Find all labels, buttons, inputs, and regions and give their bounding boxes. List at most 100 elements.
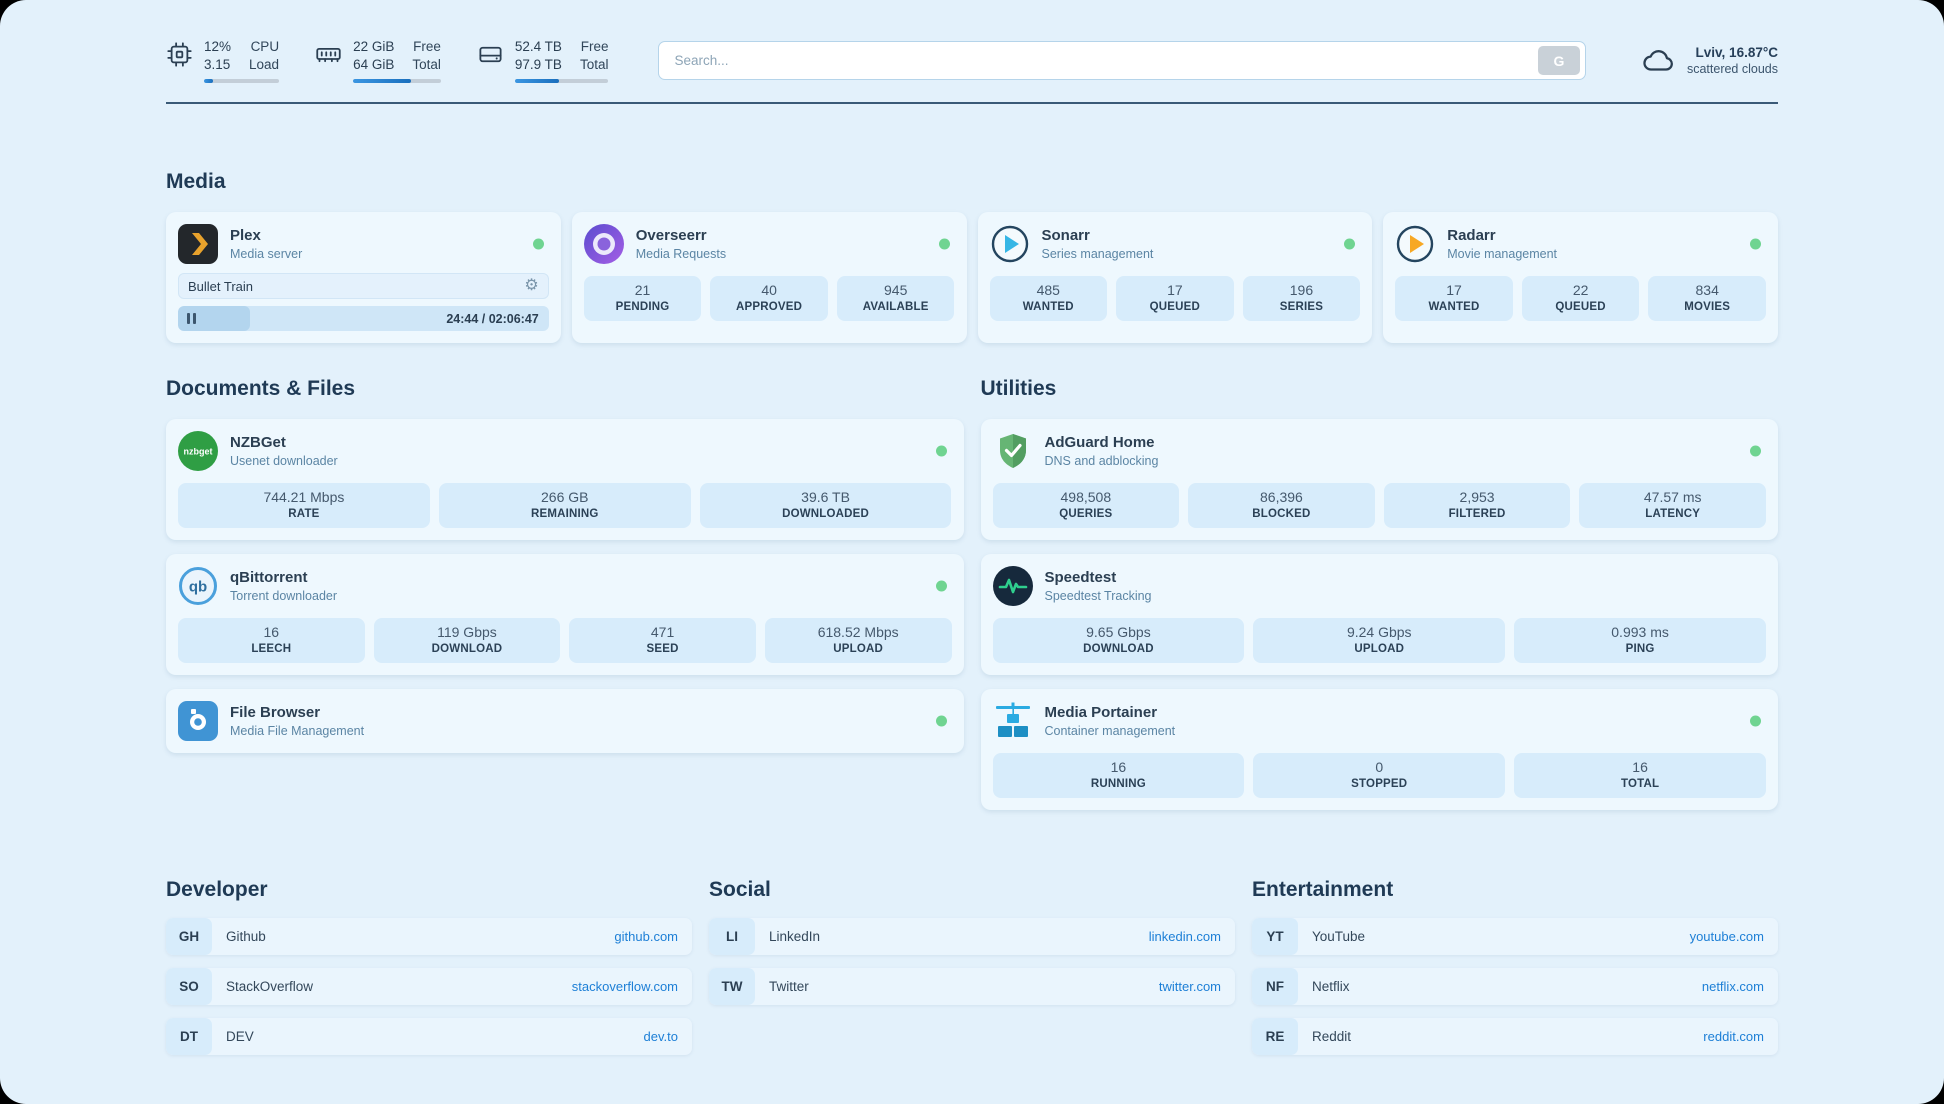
now-playing-title: Bullet Train xyxy=(188,278,254,294)
ram-values: 22 GiB 64 GiB xyxy=(353,38,394,73)
app-subtitle: Movie management xyxy=(1447,247,1558,262)
section-middle: Documents & Files nzbget NZBGet Usenet d… xyxy=(166,377,1778,811)
app-subtitle: Usenet downloader xyxy=(230,454,338,469)
cpu-values: 12% 3.15 xyxy=(204,38,231,73)
disk-values: 52.4 TB 97.9 TB xyxy=(515,38,562,73)
bookmark-url[interactable]: twitter.com xyxy=(1158,979,1221,995)
bookmark-name: YouTube xyxy=(1312,929,1366,945)
weather-location: Lviv, 16.87°C xyxy=(1695,45,1778,61)
bookmark-dev[interactable]: DT DEV dev.to xyxy=(166,1018,692,1056)
svg-text:qb: qb xyxy=(189,579,207,596)
section-bookmarks: Developer GH Github github.com SO StackO… xyxy=(166,878,1778,1056)
bookmark-github[interactable]: GH Github github.com xyxy=(166,918,692,956)
bookmark-url[interactable]: dev.to xyxy=(643,1029,678,1045)
playback-progress-bar[interactable]: 24:44 / 02:06:47 xyxy=(178,306,549,332)
bookmark-url[interactable]: netflix.com xyxy=(1701,979,1764,995)
stat-running: 16 RUNNING xyxy=(992,753,1245,799)
stat-movies: 834 MOVIES xyxy=(1648,276,1766,322)
app-subtitle: Series management xyxy=(1041,247,1154,262)
stat-remaining: 266 GB REMAINING xyxy=(438,483,691,529)
bookmark-group-developer: Developer GH Github github.com SO StackO… xyxy=(166,878,692,1056)
system-widgets: 12% 3.15 CPU Load xyxy=(166,38,609,84)
bookmark-twitter[interactable]: TW Twitter twitter.com xyxy=(709,968,1235,1006)
card-adguard[interactable]: AdGuard Home DNS and adblocking 498,508 … xyxy=(980,419,1778,541)
disk-total: 97.9 TB xyxy=(514,56,562,72)
ram-icon xyxy=(315,41,342,68)
adguard-icon xyxy=(993,431,1033,471)
status-dot xyxy=(1750,715,1761,727)
card-portainer[interactable]: Media Portainer Container management 16 … xyxy=(980,689,1778,811)
stat-queries: 498,508 QUERIES xyxy=(992,483,1180,529)
search-input[interactable] xyxy=(674,53,1538,69)
total-label: Total xyxy=(579,56,609,72)
cpu-load-avg: 3.15 xyxy=(204,56,231,72)
disk-free: 52.4 TB xyxy=(514,39,562,54)
app-subtitle: DNS and adblocking xyxy=(1044,454,1159,469)
youtube-icon: YT xyxy=(1252,918,1298,956)
cpu-label: CPU xyxy=(250,39,280,54)
bookmark-url[interactable]: stackoverflow.com xyxy=(571,979,678,995)
card-plex[interactable]: Plex Media server Bullet Train ⚙ xyxy=(166,212,561,344)
bookmark-netflix[interactable]: NF Netflix netflix.com xyxy=(1252,968,1778,1006)
app-name: AdGuard Home xyxy=(1044,434,1155,452)
section-title-utilities: Utilities xyxy=(980,377,1057,401)
portainer-icon xyxy=(993,701,1033,741)
header-bar: 12% 3.15 CPU Load xyxy=(166,0,1778,84)
section-title-entertainment: Entertainment xyxy=(1252,878,1394,902)
bookmark-reddit[interactable]: RE Reddit reddit.com xyxy=(1252,1018,1778,1056)
settings-gear-icon[interactable]: ⚙ xyxy=(524,277,539,295)
reddit-icon: RE xyxy=(1252,1018,1298,1056)
radarr-icon xyxy=(1395,224,1435,264)
cpu-usage: 12% xyxy=(204,39,232,54)
app-name: Overseerr xyxy=(635,227,707,245)
card-qbittorrent[interactable]: qb qBittorrent Torrent downloader 16 xyxy=(166,554,964,676)
ram-free: 22 GiB xyxy=(353,39,395,54)
bookmark-url[interactable]: linkedin.com xyxy=(1148,929,1221,945)
plex-icon xyxy=(178,224,218,265)
dev-icon: DT xyxy=(166,1018,212,1056)
stat-total: 16 TOTAL xyxy=(1514,753,1766,799)
card-nzbget[interactable]: nzbget NZBGet Usenet downloader 744.21 M… xyxy=(166,419,964,541)
bookmark-url[interactable]: reddit.com xyxy=(1703,1029,1764,1045)
card-radarr[interactable]: Radarr Movie management 17 WANTED 22 QUE… xyxy=(1383,212,1778,344)
card-overseerr[interactable]: Overseerr Media Requests 21 PENDING 40 A… xyxy=(571,212,967,344)
sonarr-icon xyxy=(990,224,1030,264)
netflix-icon: NF xyxy=(1252,968,1298,1006)
stat-queued: 22 QUEUED xyxy=(1521,276,1640,322)
qbittorrent-icon: qb xyxy=(178,566,218,606)
nzbget-icon: nzbget xyxy=(178,431,218,472)
plex-now-playing: Bullet Train ⚙ 24:44 / 02:06:47 xyxy=(178,273,549,332)
weather-widget[interactable]: Lviv, 16.87°C scattered clouds xyxy=(1642,44,1778,78)
status-dot xyxy=(1750,445,1761,457)
bookmark-linkedin[interactable]: LI LinkedIn linkedin.com xyxy=(709,918,1235,956)
free-label: Free xyxy=(580,39,609,54)
search-engine-button[interactable]: G xyxy=(1537,46,1580,76)
free-label: Free xyxy=(413,39,441,54)
section-documents: Documents & Files nzbget NZBGet Usenet d… xyxy=(166,377,964,810)
bookmark-name: Reddit xyxy=(1312,1029,1352,1045)
total-label: Total xyxy=(412,56,441,72)
stat-series: 196 SERIES xyxy=(1242,276,1361,322)
header-divider xyxy=(166,102,1778,105)
pause-icon[interactable] xyxy=(187,313,196,325)
app-subtitle: Torrent downloader xyxy=(230,589,338,604)
bookmark-url[interactable]: youtube.com xyxy=(1689,929,1764,945)
app-subtitle: Media Requests xyxy=(635,247,727,262)
card-filebrowser[interactable]: File Browser Media File Management xyxy=(166,689,964,754)
twitter-icon: TW xyxy=(709,968,755,1006)
bookmark-url[interactable]: github.com xyxy=(614,929,678,945)
bookmark-name: Twitter xyxy=(769,979,809,995)
load-label: Load xyxy=(249,56,280,72)
app-name: File Browser xyxy=(230,704,321,722)
bookmark-name: Github xyxy=(226,929,266,945)
section-title-media: Media xyxy=(166,170,226,194)
bookmark-youtube[interactable]: YT YouTube youtube.com xyxy=(1252,918,1778,956)
app-name: Radarr xyxy=(1447,227,1496,245)
app-name: qBittorrent xyxy=(230,569,308,587)
bookmark-stackoverflow[interactable]: SO StackOverflow stackoverflow.com xyxy=(166,968,692,1006)
stat-wanted: 485 WANTED xyxy=(989,276,1108,322)
stat-upload: 618.52 Mbps UPLOAD xyxy=(764,618,952,664)
card-speedtest[interactable]: Speedtest Speedtest Tracking 9.65 Gbps D… xyxy=(980,554,1778,676)
cpu-labels: CPU Load xyxy=(249,38,279,73)
card-sonarr[interactable]: Sonarr Series management 485 WANTED 17 Q… xyxy=(977,212,1373,344)
